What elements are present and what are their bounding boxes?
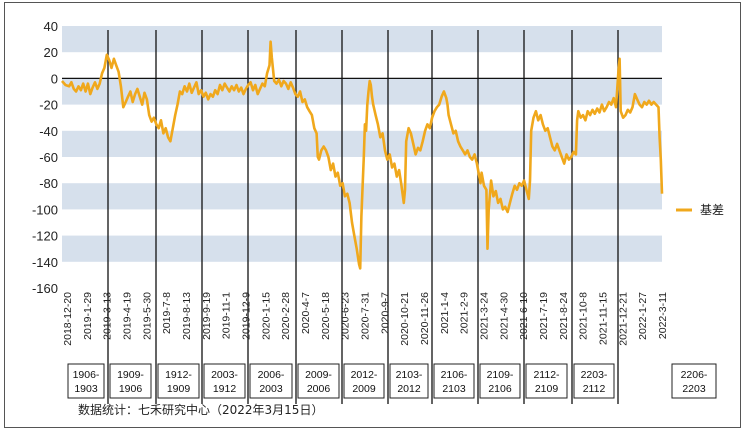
contract-label: 2203- [581, 369, 608, 381]
contract-label: 2112 [583, 383, 606, 395]
x-tick-label: 2021-7-19 [538, 292, 550, 340]
x-tick-label: 2022-3-11 [657, 292, 669, 339]
y-tick-label: 40 [44, 19, 58, 34]
x-tick-label: 2019-7-8 [161, 292, 173, 334]
contract-label: 2109- [487, 369, 514, 381]
contract-box [573, 363, 615, 399]
legend-label: 基差 [700, 203, 724, 217]
contract-label: 2009 [352, 383, 376, 395]
contract-label: 2003- [211, 369, 238, 381]
contract-box [249, 363, 293, 399]
y-tick-label: -80 [39, 176, 58, 191]
contract-label: 2103 [442, 383, 466, 395]
contract-box [525, 363, 568, 399]
contract-label: 2012- [351, 369, 378, 381]
x-tick-label: 2020-10-21 [399, 292, 411, 346]
y-tick-label: -140 [32, 255, 58, 270]
x-tick-label: 2021-12-21 [617, 292, 629, 346]
contract-label: 1912 [213, 383, 237, 395]
chart-frame [4, 2, 741, 428]
y-tick-label: 20 [44, 45, 58, 60]
contract-box [157, 363, 200, 399]
y-tick-label: -160 [32, 281, 58, 296]
contract-label: 2106- [441, 369, 468, 381]
x-tick-label: 2021-11-15 [598, 292, 610, 345]
contract-label: 1909- [117, 369, 144, 381]
x-tick-label: 2021-10-8 [578, 292, 590, 340]
contract-label: 2206- [681, 369, 708, 381]
y-tick-label: -60 [39, 150, 58, 165]
x-tick-label: 2018-12-20 [62, 292, 74, 346]
x-tick-label: 2019-9-19 [201, 292, 213, 340]
contract-box [343, 363, 385, 399]
y-tick-label: -120 [32, 229, 58, 244]
source-note: 数据统计：七禾研究中心（2022年3月15日） [78, 402, 323, 417]
y-tick-label: 0 [51, 71, 58, 86]
grid-band [62, 130, 662, 157]
x-tick-label: 2019-11-1 [221, 292, 233, 339]
x-tick-label: 2019-1-29 [82, 292, 94, 340]
x-tick-label: 2021-8-24 [558, 292, 570, 340]
contract-label: 1909 [167, 383, 191, 395]
contract-box [109, 363, 152, 399]
grid-band [62, 78, 662, 105]
contract-label: 1906 [119, 383, 143, 395]
x-tick-label: 2020-11-26 [419, 292, 431, 345]
x-tick-label: 2020-7-31 [360, 292, 372, 340]
x-tick-label: 2021-3-24 [479, 292, 491, 340]
contract-label: 2112- [533, 369, 560, 381]
contract-label: 2003 [259, 383, 283, 395]
x-tick-label: 2020-5-18 [320, 292, 332, 340]
contract-box [671, 363, 717, 399]
x-tick-label: 2021-1-4 [439, 292, 451, 334]
x-tick-label: 2019-8-13 [181, 292, 193, 340]
contract-box [203, 363, 246, 399]
x-tick-label: 2019-5-30 [141, 292, 153, 340]
y-tick-label: -100 [32, 202, 58, 217]
x-tick-label: 2022-1-27 [637, 292, 649, 340]
contract-label: 2106 [488, 383, 512, 395]
contract-label: 2009- [305, 369, 332, 381]
contract-label: 2012 [397, 383, 421, 395]
x-tick-label: 2020-9-7 [379, 292, 391, 334]
x-tick-label: 2021-4-30 [498, 292, 510, 340]
x-tick-label: 2020-4-7 [300, 292, 312, 334]
x-tick-label: 2020-6-23 [340, 292, 352, 340]
x-tick-label: 2020-1-15 [260, 292, 272, 340]
y-tick-label: -40 [39, 124, 58, 139]
series-line-basis [61, 40, 664, 270]
y-tick-label: -20 [39, 98, 58, 113]
contract-box [297, 363, 340, 399]
contract-label: 1906- [73, 369, 100, 381]
contract-label: 1903 [74, 383, 98, 395]
contract-label: 2103- [396, 369, 423, 381]
contract-box [389, 363, 429, 399]
x-tick-label: 2021-2-9 [459, 292, 471, 334]
x-tick-label: 2020-2-28 [280, 292, 292, 340]
contract-label: 2006- [258, 369, 285, 381]
contract-label: 2203 [682, 383, 706, 395]
contract-label: 2006 [307, 383, 331, 395]
x-tick-label: 2019-3-13 [102, 292, 114, 340]
x-tick-label: 2019-4-19 [122, 292, 134, 340]
grid-band [62, 26, 662, 53]
contract-label: 1912- [165, 369, 192, 381]
x-tick-label: 2021-6-10 [518, 292, 530, 340]
x-tick-label: 2019-12-9 [241, 292, 253, 340]
contract-box [67, 363, 105, 399]
contract-box [479, 363, 521, 399]
contract-label: 2109 [535, 383, 559, 395]
contract-box [433, 363, 475, 399]
